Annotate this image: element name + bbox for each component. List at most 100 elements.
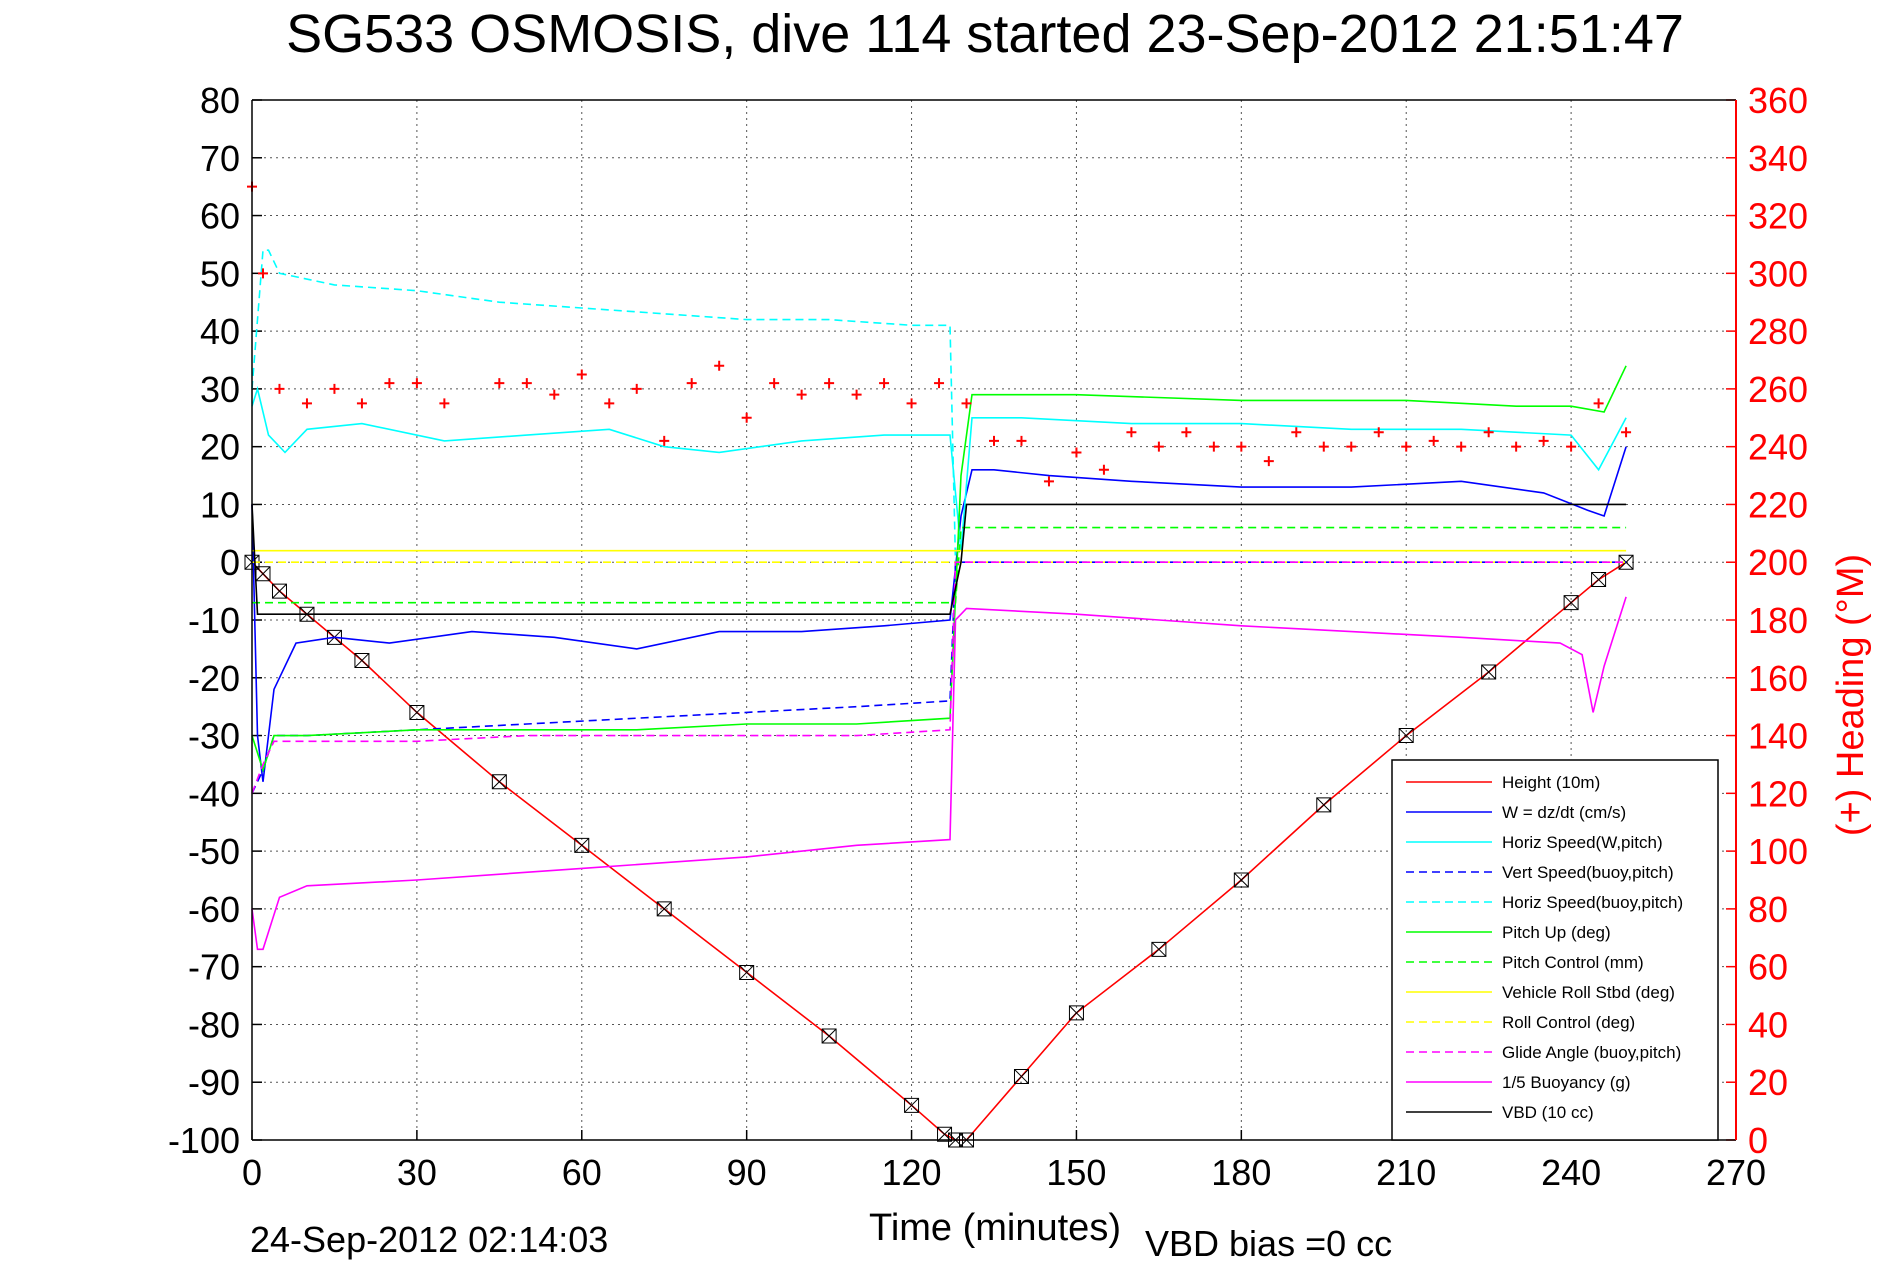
- heading-point: [1621, 427, 1632, 438]
- y-tick-label: -80: [188, 1004, 240, 1045]
- y-right-tick-label: 180: [1748, 600, 1808, 641]
- heading-point: [329, 383, 340, 394]
- height-marker: [1151, 941, 1167, 957]
- legend-label: Glide Angle (buoy,pitch): [1502, 1043, 1681, 1062]
- y-right-tick-label: 200: [1748, 542, 1808, 583]
- heading-point: [1428, 435, 1439, 446]
- heading-point: [274, 383, 285, 394]
- footer-date: 24-Sep-2012 02:14:03: [250, 1219, 608, 1260]
- heading-point: [851, 389, 862, 400]
- series-line: [251, 503, 1627, 615]
- height-marker: [491, 774, 507, 790]
- y-right-tick-label: 100: [1748, 831, 1808, 872]
- heading-point: [961, 398, 972, 409]
- series-line: [251, 561, 1627, 794]
- x-tick-label: 240: [1541, 1152, 1601, 1193]
- height-marker: [1233, 872, 1249, 888]
- y-tick-label: -20: [188, 658, 240, 699]
- y-tick-label: 80: [200, 80, 240, 121]
- series-line: [251, 561, 1627, 1141]
- y-right-tick-label: 20: [1748, 1062, 1788, 1103]
- y-right-tick-label: 140: [1748, 716, 1808, 757]
- heading-point: [879, 378, 890, 389]
- heading-point: [989, 435, 999, 446]
- y-tick-label: 10: [200, 484, 240, 525]
- series-line: [251, 385, 1627, 551]
- heading-point: [1593, 398, 1604, 409]
- x-tick-label: 60: [562, 1152, 602, 1193]
- y-tick-label: 0: [220, 542, 240, 583]
- y-right-tick-label: 80: [1748, 889, 1788, 930]
- y-tick-label: -40: [188, 773, 240, 814]
- series-line: [252, 526, 1627, 604]
- heading-point: [356, 398, 367, 409]
- y-right-tick-label: 320: [1748, 196, 1808, 237]
- y-tick-label: 20: [200, 427, 240, 468]
- x-axis-label: Time (minutes): [869, 1207, 1121, 1249]
- y-right-tick-label: 300: [1748, 253, 1808, 294]
- y-right-tick-label: 120: [1748, 773, 1808, 814]
- height-marker: [1563, 595, 1579, 611]
- heading-point: [1318, 441, 1329, 452]
- height-marker: [409, 704, 425, 720]
- heading-point: [1538, 435, 1549, 446]
- height-marker: [1068, 1005, 1084, 1021]
- height-marker: [354, 652, 370, 668]
- heading-point: [1483, 427, 1494, 438]
- heading-point: [1236, 441, 1247, 452]
- y-right-tick-label: 240: [1748, 427, 1808, 468]
- heading-point: [714, 360, 725, 371]
- footer-vbd-bias: VBD bias =0 cc: [1145, 1223, 1392, 1262]
- heading-point: [1016, 435, 1027, 446]
- heading-point: [769, 378, 780, 389]
- heading-point: [1208, 441, 1219, 452]
- height-marker: [1013, 1068, 1029, 1084]
- series-line: [251, 249, 957, 563]
- heading-point: [796, 389, 807, 400]
- heading-point: [659, 435, 670, 446]
- y-tick-label: 30: [200, 369, 240, 410]
- heading-point: [576, 369, 587, 380]
- y-tick-label: 60: [200, 196, 240, 237]
- y-tick-label: -70: [188, 947, 240, 988]
- y-tick-label: 40: [200, 311, 240, 352]
- heading-point: [1263, 456, 1274, 467]
- heading-point: [549, 389, 560, 400]
- heading-point: [521, 378, 532, 389]
- legend-label: Vert Speed(buoy,pitch): [1502, 863, 1674, 882]
- y-right-tick-label: 40: [1748, 1004, 1788, 1045]
- plot-area: 0 30 60 90 120 150 180 210 240 270 80 70 60 50 40 30 20 1…: [168, 80, 1808, 1193]
- legend-label: Pitch Control (mm): [1502, 953, 1644, 972]
- height-marker: [1316, 797, 1332, 813]
- y-tick-label: -100: [168, 1120, 240, 1161]
- chart-title: SG533 OSMOSIS, dive 114 started 23-Sep-2…: [286, 4, 1684, 64]
- height-marker: [937, 1126, 953, 1142]
- heading-point: [934, 378, 945, 389]
- heading-point: [301, 398, 312, 409]
- y-right-tick-label: 260: [1748, 369, 1808, 410]
- height-marker: [904, 1097, 920, 1113]
- x-tick-label: 30: [397, 1152, 437, 1193]
- legend-label: Horiz Speed(buoy,pitch): [1502, 893, 1683, 912]
- height-marker: [271, 583, 287, 599]
- heading-point: [411, 378, 422, 389]
- heading-point: [1401, 441, 1412, 452]
- legend-label: 1/5 Buoyancy (g): [1502, 1073, 1631, 1092]
- heading-point: [604, 398, 615, 409]
- heading-point: [1071, 447, 1082, 458]
- height-marker: [1398, 728, 1414, 744]
- legend-label: VBD (10 cc): [1502, 1103, 1594, 1122]
- y-right-tick-label: 280: [1748, 311, 1808, 352]
- y-tick-label: -30: [188, 716, 240, 757]
- y-tick-label: -50: [188, 831, 240, 872]
- series-line: [251, 596, 1627, 951]
- heading-point: [741, 412, 752, 423]
- series-line: [251, 446, 1627, 782]
- height-marker: [574, 837, 590, 853]
- heading-point: [1566, 441, 1577, 452]
- legend-label: Height (10m): [1502, 773, 1600, 792]
- x-tick-label: 0: [242, 1152, 262, 1193]
- legend-label: Vehicle Roll Stbd (deg): [1502, 983, 1675, 1002]
- x-tick-label: 150: [1046, 1152, 1106, 1193]
